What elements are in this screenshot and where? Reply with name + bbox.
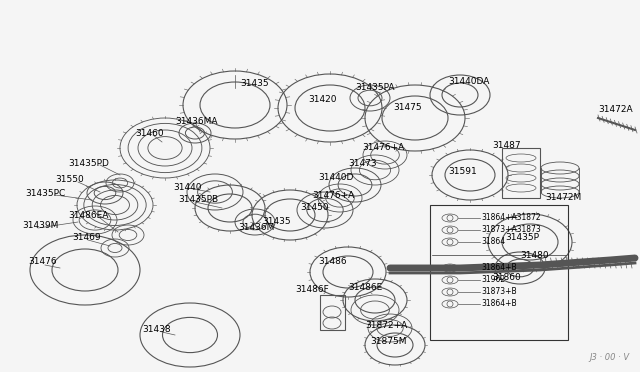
Text: 31435PD: 31435PD [68, 158, 109, 167]
Text: 31435: 31435 [262, 218, 291, 227]
Text: 31435PB: 31435PB [178, 196, 218, 205]
Text: 31486EA: 31486EA [68, 212, 108, 221]
Text: 31440D: 31440D [318, 173, 353, 183]
Text: 31873+A: 31873+A [481, 225, 516, 234]
Text: 31476: 31476 [28, 257, 56, 266]
Text: 31435PA: 31435PA [355, 83, 394, 93]
Text: 31436MA: 31436MA [175, 118, 218, 126]
Text: —31872: —31872 [510, 214, 541, 222]
Text: 31962: 31962 [481, 276, 505, 285]
Text: 31460: 31460 [135, 128, 164, 138]
Text: 31450: 31450 [300, 203, 328, 212]
Text: 31864+B: 31864+B [481, 263, 516, 273]
Text: 31480: 31480 [520, 250, 548, 260]
Text: 31476+A: 31476+A [362, 144, 404, 153]
Text: 31864+A: 31864+A [481, 214, 516, 222]
Text: 31436M: 31436M [238, 224, 275, 232]
Text: J3 · 00 · V: J3 · 00 · V [590, 353, 630, 362]
Text: 31420: 31420 [308, 96, 337, 105]
Text: 31472M: 31472M [545, 193, 581, 202]
Text: —31873: —31873 [510, 225, 541, 234]
Text: 31440DA: 31440DA [448, 77, 490, 87]
Text: 31472A: 31472A [598, 106, 632, 115]
Text: 31864+B: 31864+B [481, 299, 516, 308]
Text: 31435: 31435 [240, 80, 269, 89]
Text: 31476+A: 31476+A [312, 190, 355, 199]
Text: 31469: 31469 [72, 234, 100, 243]
Text: 31860: 31860 [492, 273, 521, 282]
Text: 31872+A: 31872+A [365, 321, 407, 330]
Text: 31486E: 31486E [348, 283, 382, 292]
Text: 31440: 31440 [173, 183, 202, 192]
Text: 31550: 31550 [55, 176, 84, 185]
Text: 31438: 31438 [142, 326, 171, 334]
Bar [320, 295, 345, 330]
Text: 31486: 31486 [318, 257, 347, 266]
Text: 31487: 31487 [492, 141, 520, 150]
Text: 31591: 31591 [448, 167, 477, 176]
Bar [430, 205, 568, 340]
Bar [502, 148, 540, 198]
Text: 31439M: 31439M [22, 221, 58, 231]
Text: 31435P: 31435P [505, 234, 539, 243]
Text: 31486F: 31486F [295, 285, 329, 295]
Text: 31873+B: 31873+B [481, 288, 516, 296]
Text: 31473: 31473 [348, 158, 376, 167]
Text: 31875M: 31875M [370, 337, 406, 346]
Text: 31435PC: 31435PC [25, 189, 65, 198]
Text: 31475: 31475 [393, 103, 422, 112]
Text: 31864: 31864 [481, 237, 505, 247]
